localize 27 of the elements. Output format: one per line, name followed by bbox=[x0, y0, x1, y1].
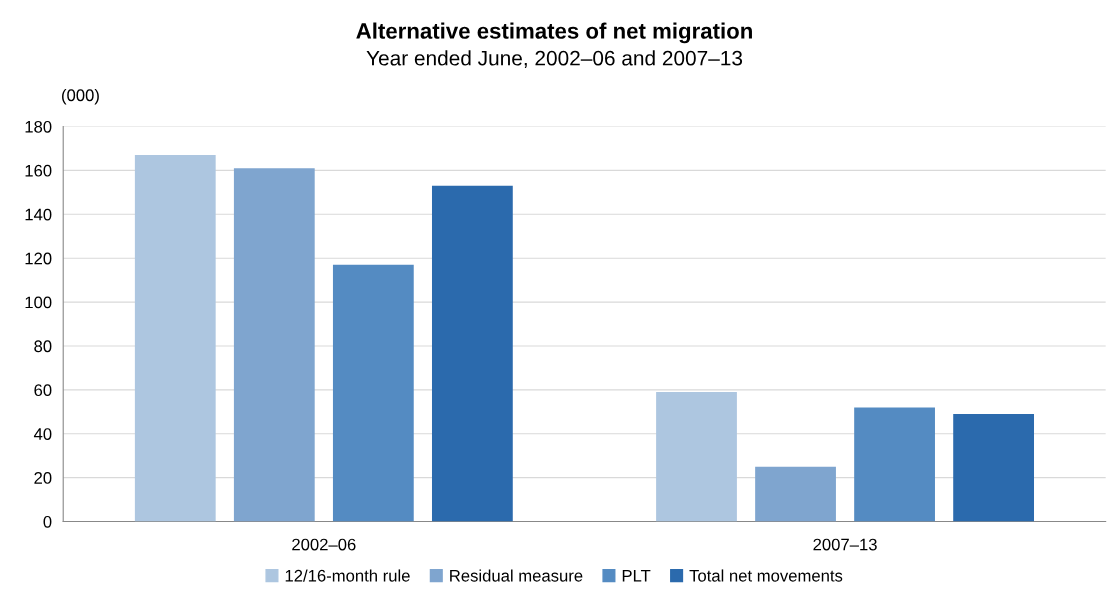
y-tick-label: 20 bbox=[34, 472, 52, 484]
bar bbox=[233, 168, 315, 522]
y-axis-title: (000) bbox=[62, 88, 99, 105]
legend-label: 12/16-month rule bbox=[285, 569, 410, 582]
bar bbox=[755, 466, 836, 522]
legend-label: Residual measure bbox=[450, 569, 583, 582]
y-tick-label: 0 bbox=[43, 515, 52, 528]
y-tick-label: 80 bbox=[34, 340, 52, 353]
y-tick-label: 160 bbox=[25, 164, 52, 177]
bar bbox=[953, 414, 1034, 522]
legend-label: PLT bbox=[622, 570, 651, 582]
bar bbox=[656, 392, 737, 522]
x-tick-label: 2002–06 bbox=[292, 538, 356, 551]
y-tick-label: 60 bbox=[34, 384, 52, 397]
y-tick-label: 100 bbox=[25, 296, 52, 309]
x-tick-label: 2007–13 bbox=[813, 538, 877, 551]
bar bbox=[332, 264, 414, 522]
legend-label: Total net movements bbox=[689, 569, 843, 582]
y-tick-label: 180 bbox=[25, 120, 52, 133]
bar bbox=[854, 407, 935, 522]
y-tick-label: 40 bbox=[33, 428, 52, 440]
y-tick-label: 120 bbox=[25, 252, 52, 265]
bar bbox=[431, 185, 513, 522]
chart-title: Alternative estimates of net migration bbox=[356, 22, 752, 44]
bar bbox=[134, 155, 216, 522]
chart-subtitle: Year ended June, 2002–06 and 2007–13 bbox=[366, 50, 743, 69]
y-tick-label: 140 bbox=[25, 208, 52, 221]
